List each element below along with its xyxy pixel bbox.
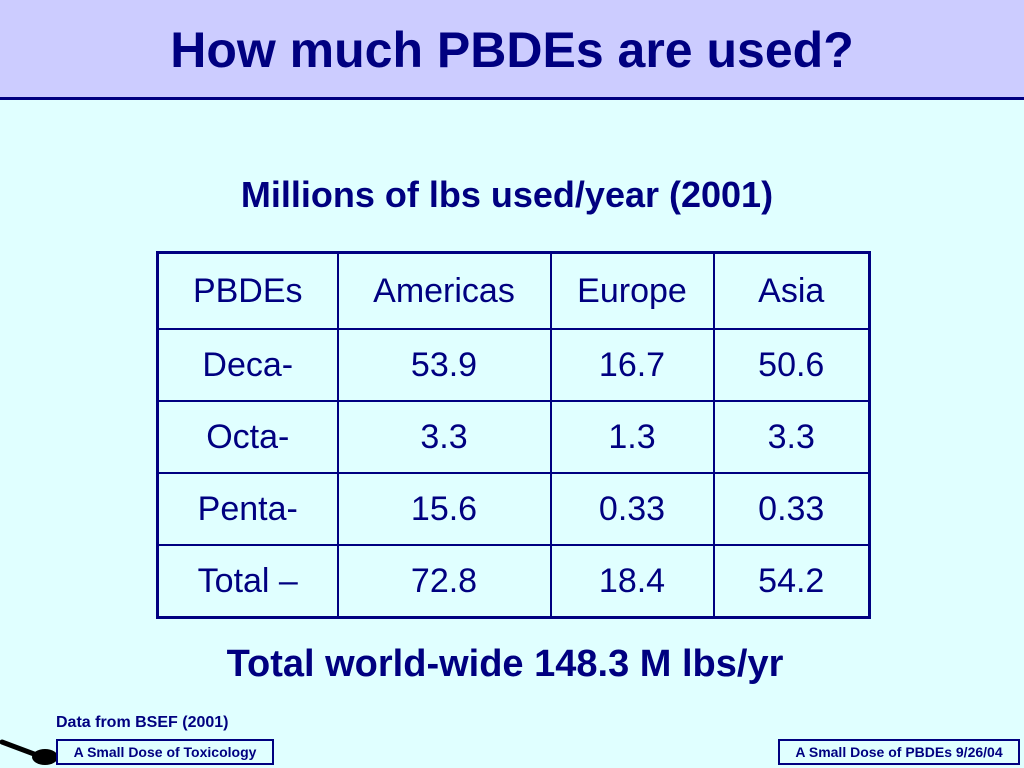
cell-americas: 72.8 bbox=[336, 544, 552, 619]
cell-asia: 54.2 bbox=[712, 544, 871, 619]
table-row: Penta- 15.6 0.33 0.33 bbox=[156, 472, 871, 546]
source-note: Data from BSEF (2001) bbox=[56, 714, 229, 731]
header-americas: Americas bbox=[336, 251, 552, 330]
cell-asia: 50.6 bbox=[712, 328, 871, 402]
header-europe: Europe bbox=[549, 251, 715, 330]
header-asia: Asia bbox=[712, 251, 871, 330]
cell-europe: 18.4 bbox=[549, 544, 715, 619]
row-label: Total – bbox=[156, 544, 339, 619]
usage-table: PBDEs Americas Europe Asia Deca- 53.9 16… bbox=[156, 251, 871, 619]
cell-europe: 1.3 bbox=[549, 400, 715, 474]
row-label: Octa- bbox=[156, 400, 339, 474]
table-header-row: PBDEs Americas Europe Asia bbox=[156, 251, 871, 330]
row-label: Penta- bbox=[156, 472, 339, 546]
footer-course-box: A Small Dose of Toxicology bbox=[56, 739, 274, 765]
cell-americas: 3.3 bbox=[336, 400, 552, 474]
table-row: Octa- 3.3 1.3 3.3 bbox=[156, 400, 871, 474]
cell-asia: 0.33 bbox=[712, 472, 871, 546]
cell-americas: 15.6 bbox=[336, 472, 552, 546]
slide-subtitle: Millions of lbs used/year (2001) bbox=[240, 174, 774, 215]
slide-title: How much PBDEs are used? bbox=[170, 22, 854, 78]
header-pbdes: PBDEs bbox=[156, 251, 339, 330]
spoon-icon bbox=[0, 739, 58, 765]
cell-europe: 0.33 bbox=[549, 472, 715, 546]
title-bar: How much PBDEs are used? bbox=[0, 0, 1024, 100]
cell-asia: 3.3 bbox=[712, 400, 871, 474]
table-row: Deca- 53.9 16.7 50.6 bbox=[156, 328, 871, 402]
table-row: Total – 72.8 18.4 54.2 bbox=[156, 544, 871, 619]
footer-topic-box: A Small Dose of PBDEs 9/26/04 bbox=[778, 739, 1020, 765]
world-total: Total world-wide 148.3 M lbs/yr bbox=[226, 643, 784, 685]
cell-europe: 16.7 bbox=[549, 328, 715, 402]
row-label: Deca- bbox=[156, 328, 339, 402]
cell-americas: 53.9 bbox=[336, 328, 552, 402]
